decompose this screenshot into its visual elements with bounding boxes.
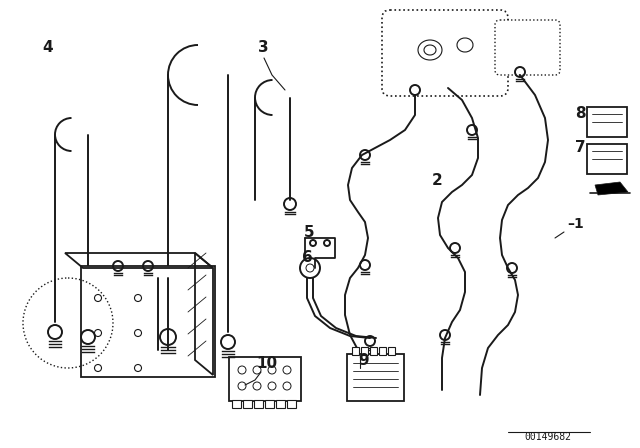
Text: 2: 2 [432,173,443,188]
FancyBboxPatch shape [254,400,263,408]
Text: 6: 6 [302,250,313,265]
FancyBboxPatch shape [287,400,296,408]
FancyBboxPatch shape [370,347,377,355]
FancyBboxPatch shape [587,144,627,174]
FancyBboxPatch shape [276,400,285,408]
FancyBboxPatch shape [361,347,368,355]
Circle shape [310,240,316,246]
FancyBboxPatch shape [352,347,359,355]
Text: 00149682: 00149682 [525,432,572,442]
FancyBboxPatch shape [232,400,241,408]
FancyBboxPatch shape [382,10,508,96]
FancyBboxPatch shape [81,266,215,377]
FancyBboxPatch shape [495,20,560,75]
Polygon shape [595,182,628,195]
Text: 3: 3 [258,40,269,55]
Text: 10: 10 [256,356,277,371]
FancyBboxPatch shape [243,400,252,408]
Circle shape [410,85,420,95]
Circle shape [324,240,330,246]
FancyBboxPatch shape [388,347,395,355]
FancyBboxPatch shape [379,347,386,355]
Text: 9: 9 [358,353,369,368]
FancyBboxPatch shape [265,400,274,408]
FancyBboxPatch shape [587,107,627,137]
FancyBboxPatch shape [229,357,301,401]
FancyBboxPatch shape [347,354,404,401]
Text: 5: 5 [304,225,315,240]
Text: 7: 7 [575,140,586,155]
Text: 8: 8 [575,106,586,121]
Text: 4: 4 [42,40,52,55]
Text: –1: –1 [567,217,584,231]
